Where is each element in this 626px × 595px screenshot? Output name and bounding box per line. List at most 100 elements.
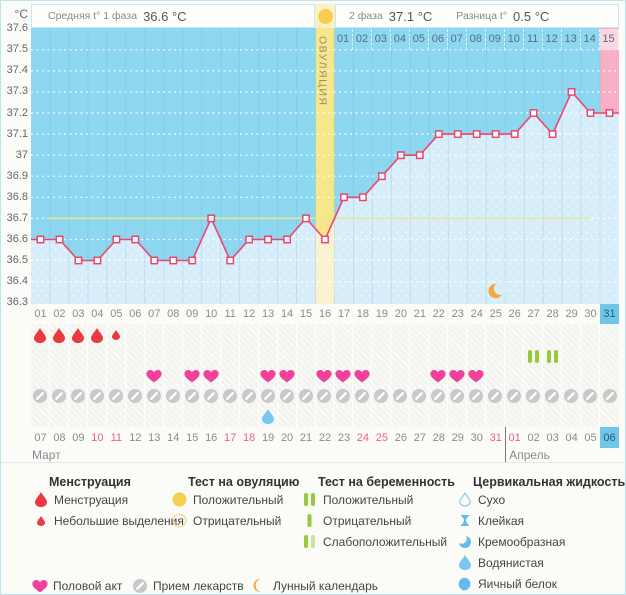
cycle-day-cell[interactable]: 28 xyxy=(546,308,559,320)
calendar-date-cell[interactable]: 16 xyxy=(205,431,218,444)
cycle-day-cell[interactable]: 02 xyxy=(53,308,66,320)
cycle-day-cell[interactable]: 07 xyxy=(148,308,161,320)
calendar-date-cell[interactable]: 14 xyxy=(167,431,180,444)
calendar-date-cell[interactable]: 11 xyxy=(110,431,123,444)
cycle-day-cell[interactable]: 23 xyxy=(451,308,464,320)
cycle-day-cell[interactable]: 10 xyxy=(205,308,218,320)
calendar-date-cell[interactable]: 06 xyxy=(600,427,619,448)
calendar-date-cell[interactable]: 07 xyxy=(34,431,47,444)
calendar-date-cell[interactable]: 20 xyxy=(280,431,294,444)
medication-cell xyxy=(334,386,354,406)
pregnancy-test-cell xyxy=(240,346,259,366)
cycle-day-cell[interactable]: 16 xyxy=(318,308,332,320)
calendar-date-cell[interactable]: 22 xyxy=(318,431,332,444)
cycle-day-cell[interactable]: 14 xyxy=(280,308,294,320)
phase2-day-cell[interactable]: 04 xyxy=(391,29,410,50)
cycle-day-cell[interactable]: 13 xyxy=(261,308,275,320)
calendar-date-cell[interactable]: 10 xyxy=(91,431,104,444)
cervical-fluid-cell xyxy=(183,406,202,427)
cycle-day-cell[interactable]: 21 xyxy=(413,308,426,320)
legend-group: Менструация Менструация Небольшие выделени… xyxy=(32,475,184,531)
cycle-day-cell[interactable]: 15 xyxy=(299,308,313,320)
calendar-date-cell[interactable]: 30 xyxy=(470,431,483,444)
calendar-date-cell[interactable]: 04 xyxy=(565,431,578,444)
calendar-date-cell[interactable]: 27 xyxy=(413,431,426,444)
calendar-date-cell[interactable]: 19 xyxy=(261,431,275,444)
cycle-day-cell[interactable]: 06 xyxy=(129,308,142,320)
phase2-day-cell[interactable]: 15 xyxy=(599,29,619,50)
calendar-date-cell[interactable]: 01 xyxy=(508,431,521,444)
cycle-day-cell[interactable]: 27 xyxy=(527,308,540,320)
phase2-day-cell[interactable]: 08 xyxy=(467,29,486,50)
cycle-day-cell[interactable]: 04 xyxy=(91,308,104,320)
pill-grey-icon xyxy=(241,389,256,403)
cycle-day-cell[interactable]: 25 xyxy=(489,308,502,320)
pregnancy-test-cell xyxy=(448,346,468,366)
cycle-day-cell[interactable]: 12 xyxy=(243,308,256,320)
calendar-date-cell[interactable]: 02 xyxy=(527,431,540,444)
calendar-date-cell[interactable]: 21 xyxy=(299,431,313,444)
cycle-day-cell[interactable]: 05 xyxy=(110,308,123,320)
pill-grey-icon xyxy=(70,389,85,403)
calendar-date-cell[interactable]: 17 xyxy=(224,431,237,444)
cycle-day-cell[interactable]: 29 xyxy=(565,308,578,320)
phase2-day-cell[interactable]: 05 xyxy=(410,29,429,50)
pill-grey-icon xyxy=(507,389,522,403)
calendar-date-cell[interactable]: 09 xyxy=(72,431,85,444)
cycle-day-cell[interactable]: 20 xyxy=(394,308,407,320)
cycle-day-cell[interactable]: 19 xyxy=(375,308,389,320)
phase2-value: 37.1 °C xyxy=(388,8,433,24)
calendar-date-cell[interactable]: 31 xyxy=(489,431,502,444)
cycle-day-cell[interactable]: 30 xyxy=(584,308,597,320)
phase2-day-cell[interactable]: 12 xyxy=(543,29,562,50)
menstruation-cell xyxy=(581,324,601,346)
intercourse-cell xyxy=(562,366,582,386)
intercourse-cell xyxy=(581,366,601,386)
phase2-day-cell[interactable]: 06 xyxy=(429,29,448,50)
phase2-day-cell[interactable]: 14 xyxy=(581,29,600,50)
calendar-date-cell[interactable]: 29 xyxy=(451,431,464,444)
menstruation-cell xyxy=(391,324,411,346)
calendar-date-cell[interactable]: 13 xyxy=(148,431,161,444)
calendar-date-cell[interactable]: 08 xyxy=(53,431,66,444)
pregnancy-test-cell xyxy=(391,346,411,366)
intercourse-cell xyxy=(297,366,316,386)
cycle-day-cell[interactable]: 18 xyxy=(356,308,370,320)
phase2-day-cell[interactable]: 11 xyxy=(524,29,543,50)
calendar-date-cell[interactable]: 12 xyxy=(129,431,142,444)
cycle-day-cell[interactable]: 26 xyxy=(508,308,521,320)
cervical-fluid-cell xyxy=(372,406,392,427)
calendar-date-cell[interactable]: 18 xyxy=(243,431,256,444)
phase2-day-cell[interactable]: 01 xyxy=(334,29,353,50)
cycle-day-cell[interactable]: 24 xyxy=(470,308,483,320)
phase2-day-cell[interactable]: 09 xyxy=(486,29,505,50)
medication-cell xyxy=(183,386,202,406)
calendar-date-cell[interactable]: 15 xyxy=(186,431,199,444)
ovulation-header-band xyxy=(315,4,335,28)
calendar-date-cell[interactable]: 05 xyxy=(584,431,597,444)
calendar-date-cell[interactable]: 23 xyxy=(337,431,351,444)
cycle-day-cell[interactable]: 31 xyxy=(600,304,619,324)
pill-grey-icon xyxy=(488,389,503,403)
phase2-day-cell[interactable]: 13 xyxy=(562,29,581,50)
cycle-day-cell[interactable]: 08 xyxy=(167,308,180,320)
phase2-day-cell[interactable]: 10 xyxy=(505,29,524,50)
cycle-day-cell[interactable]: 17 xyxy=(337,308,351,320)
temperature-chart[interactable]: ОВУЛЯЦИЯ 01 02 03 04 05 06 07 08 09 10 11 12 13 14 15 xyxy=(31,28,619,305)
phase2-day-cell[interactable]: 02 xyxy=(353,29,372,50)
cycle-day-cell[interactable]: 01 xyxy=(34,308,47,320)
calendar-date-cell[interactable]: 03 xyxy=(546,431,559,444)
phase2-day-cell[interactable]: 07 xyxy=(448,29,467,50)
calendar-date-cell[interactable]: 25 xyxy=(375,431,389,444)
legend-item: Слабоположительный xyxy=(301,531,455,552)
calendar-date-cell[interactable]: 24 xyxy=(356,431,370,444)
calendar-date-cell[interactable]: 28 xyxy=(432,431,445,444)
cycle-day-cell[interactable]: 03 xyxy=(72,308,85,320)
calendar-date-cell[interactable]: 26 xyxy=(394,431,407,444)
phase2-day-cell[interactable]: 03 xyxy=(372,29,391,50)
cycle-day-cell[interactable]: 09 xyxy=(186,308,199,320)
cycle-day-cell[interactable]: 11 xyxy=(224,308,236,320)
cycle-day-cell[interactable]: 22 xyxy=(432,308,445,320)
menstruation-cell xyxy=(486,324,506,346)
